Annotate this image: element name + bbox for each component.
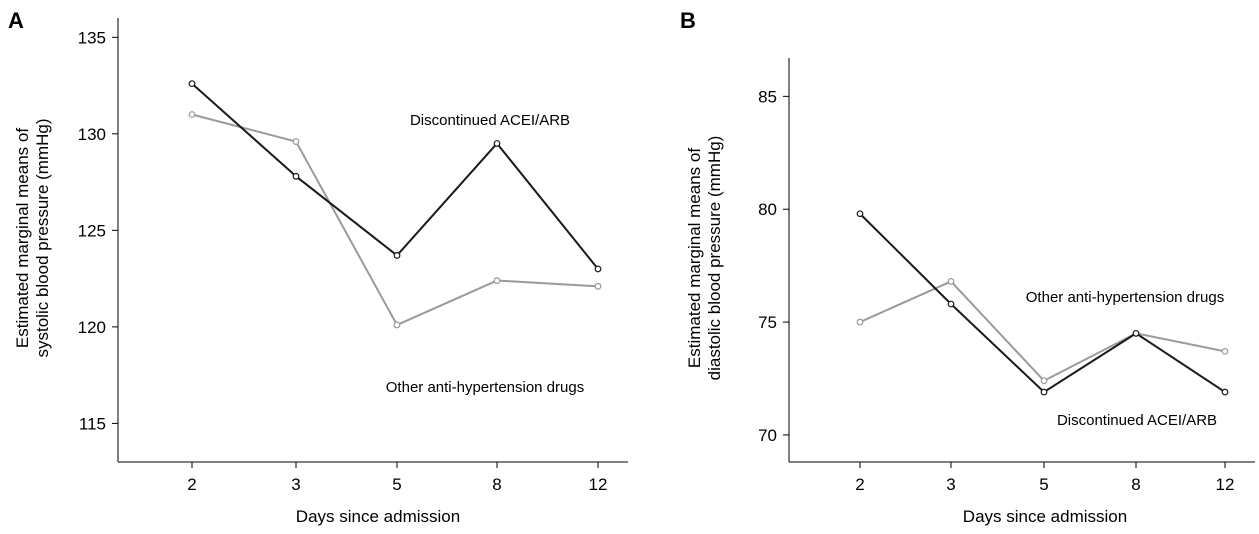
data-point bbox=[1221, 348, 1229, 355]
x-tick-label: 12 bbox=[589, 475, 608, 494]
y-tick-label: 85 bbox=[758, 87, 777, 106]
x-tick-label: 3 bbox=[291, 475, 300, 494]
x-tick-label: 5 bbox=[1039, 475, 1048, 494]
series-discontinued-acei-arb bbox=[856, 210, 1229, 396]
y-axis-title-line: systolic blood pressure (mmHg) bbox=[33, 118, 52, 357]
data-point bbox=[947, 278, 955, 285]
y-tick-label: 75 bbox=[758, 313, 777, 332]
series-annotation: Discontinued ACEI/ARB bbox=[410, 112, 570, 129]
data-point bbox=[493, 140, 501, 147]
data-point bbox=[947, 300, 955, 308]
x-tick-label: 2 bbox=[855, 475, 864, 494]
chart-panel-b: B 70 75 80 85 2 3 5 8 12 Days since admission Estim… bbox=[680, 8, 1255, 526]
y-tick-label: 125 bbox=[78, 221, 106, 240]
series-discontinued-acei-arb bbox=[188, 80, 602, 273]
x-tick-label: 12 bbox=[1216, 475, 1235, 494]
series-annotation: Discontinued ACEI/ARB bbox=[1057, 412, 1217, 429]
data-point bbox=[594, 265, 602, 273]
y-tick-label: 120 bbox=[78, 318, 106, 337]
y-axis-title: Estimated marginal means ofdiastolic blo… bbox=[685, 136, 724, 381]
series-annotation: Other anti-hypertension drugs bbox=[386, 379, 584, 396]
y-tick-label: 115 bbox=[79, 414, 106, 433]
y-tick-label: 70 bbox=[758, 426, 777, 445]
data-point bbox=[856, 318, 864, 326]
series-line bbox=[191, 113, 599, 326]
data-point bbox=[493, 277, 501, 284]
y-tick-label: 130 bbox=[78, 125, 106, 144]
series-other-anti-hypertension-drugs bbox=[188, 111, 602, 329]
y-axis-title-line: Estimated marginal means of bbox=[13, 128, 32, 348]
y-axis-title-line: Estimated marginal means of bbox=[685, 148, 704, 368]
data-point bbox=[188, 80, 196, 88]
x-tick-label: 3 bbox=[946, 475, 955, 494]
data-point bbox=[1221, 388, 1229, 396]
data-point bbox=[856, 210, 864, 218]
y-axis-title-line: diastolic blood pressure (mmHg) bbox=[705, 136, 724, 381]
series-annotation: Other anti-hypertension drugs bbox=[1026, 289, 1224, 306]
data-point bbox=[292, 172, 300, 180]
panel-letter: A bbox=[8, 8, 24, 33]
y-tick-label: 80 bbox=[758, 200, 777, 219]
data-point bbox=[292, 138, 300, 145]
y-axis-title: Estimated marginal means ofsystolic bloo… bbox=[13, 118, 52, 357]
data-point bbox=[393, 321, 401, 329]
data-point bbox=[594, 282, 602, 290]
series-other-anti-hypertension-drugs bbox=[856, 278, 1229, 385]
data-point bbox=[1040, 388, 1048, 396]
chart-panel-a: A 115 120 125 130 135 2 3 5 8 12 Days since admissi… bbox=[8, 8, 628, 526]
x-axis-title: Days since admission bbox=[963, 507, 1127, 526]
x-tick-label: 8 bbox=[492, 475, 501, 494]
x-axis-title: Days since admission bbox=[296, 507, 460, 526]
data-point bbox=[393, 252, 401, 259]
panel-letter: B bbox=[680, 8, 696, 33]
x-tick-label: 2 bbox=[187, 475, 196, 494]
x-tick-label: 5 bbox=[392, 475, 401, 494]
data-point bbox=[188, 111, 196, 118]
x-tick-label: 8 bbox=[1131, 475, 1140, 494]
data-point bbox=[1132, 329, 1140, 337]
y-tick-label: 135 bbox=[78, 28, 106, 47]
data-point bbox=[1040, 377, 1048, 385]
